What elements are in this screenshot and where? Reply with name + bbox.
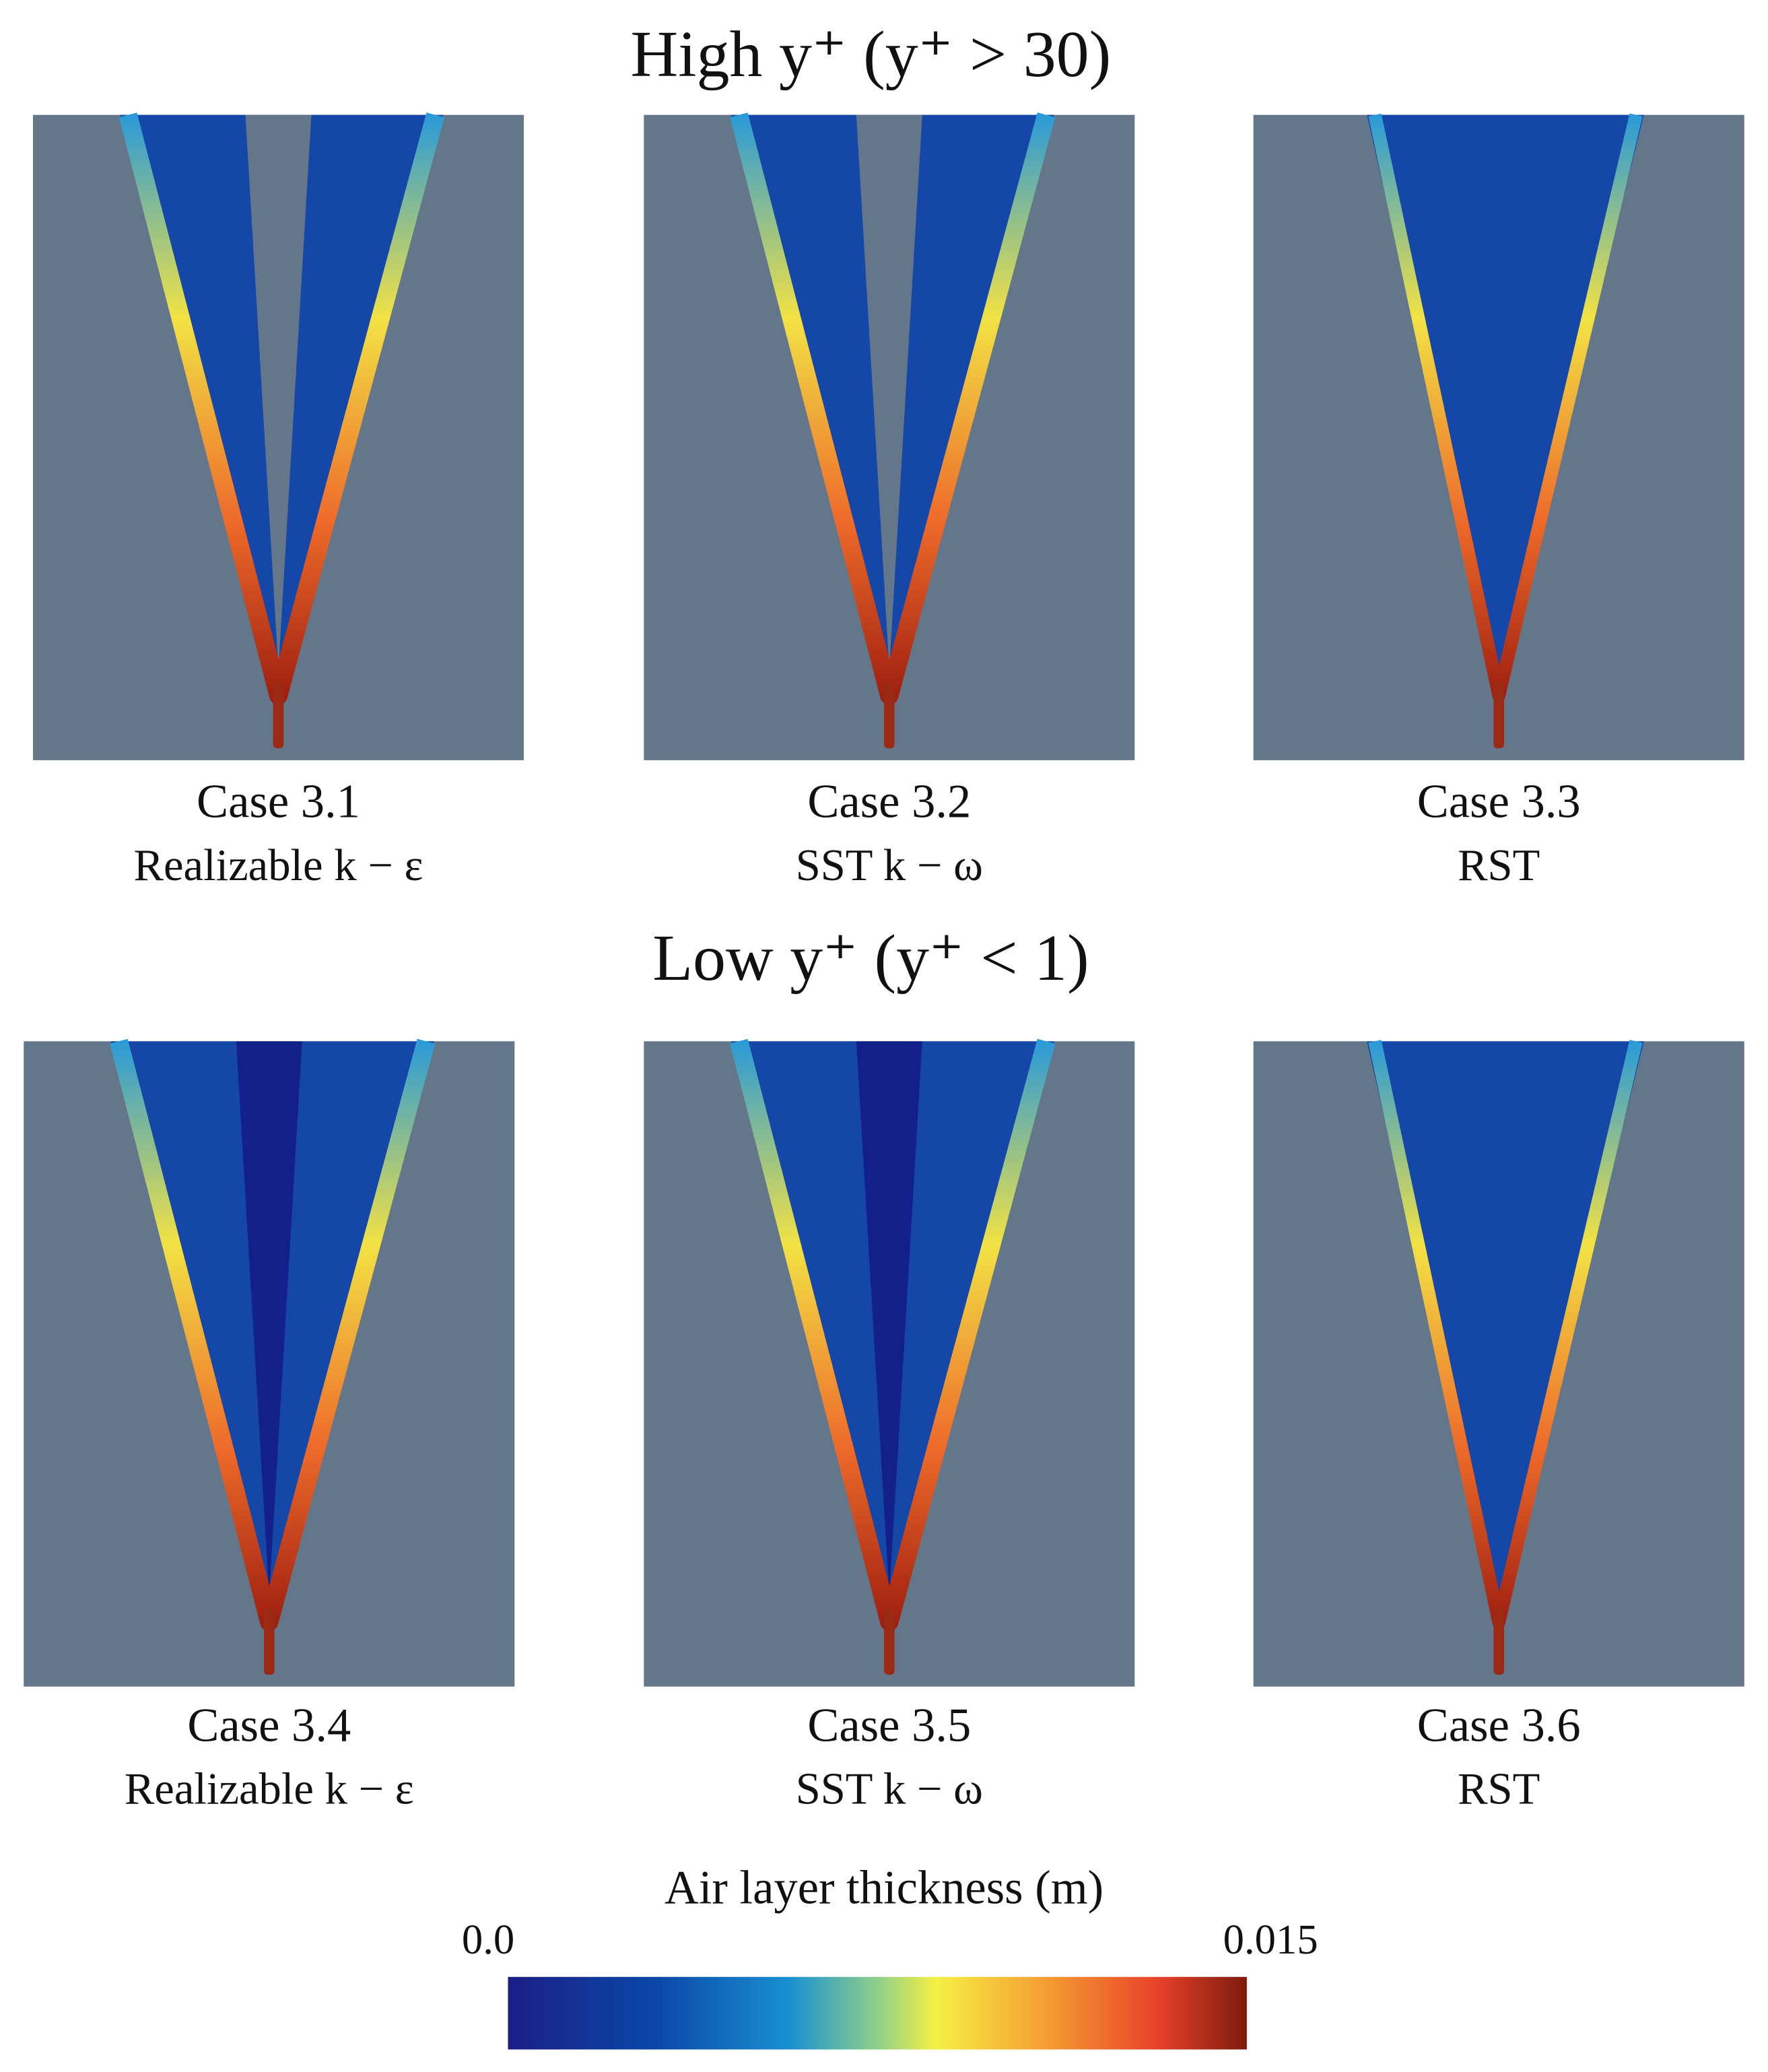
model-label: SST k − ω	[796, 1765, 983, 1814]
model-label: Realizable k − ε	[134, 841, 423, 890]
air-layer-core	[856, 1041, 922, 1596]
air-layer-core	[236, 1041, 302, 1596]
air-layer-tail	[884, 1609, 895, 1675]
air-layer-tail	[884, 682, 895, 749]
colorbar-tick-label: 0.015	[1223, 1916, 1318, 1963]
air-layer-core	[245, 114, 312, 669]
case-label: Case 3.3	[1417, 776, 1581, 828]
air-layer-tail	[263, 1609, 275, 1675]
colorbar	[508, 1976, 1247, 2050]
air-layer-tail	[1493, 1609, 1505, 1675]
section-title: High y⁺ (y⁺ > 30)	[631, 18, 1112, 91]
air-layer-tail	[1493, 682, 1505, 749]
case-label: Case 3.6	[1417, 1699, 1581, 1751]
model-label: SST k − ω	[796, 841, 983, 890]
colorbar-title: Air layer thickness (m)	[665, 1862, 1103, 1914]
model-label: RST	[1458, 1765, 1540, 1814]
section-title: Low y⁺ (y⁺ < 1)	[652, 922, 1089, 995]
air-layer-core	[856, 114, 922, 669]
model-label: RST	[1458, 841, 1540, 890]
air-layer	[1367, 1041, 1644, 1622]
case-label: Case 3.1	[197, 776, 360, 828]
model-label: Realizable k − ε	[125, 1765, 414, 1814]
colorbar-tick-label: 0.0	[462, 1916, 514, 1963]
air-layer-tail	[273, 682, 284, 749]
case-label: Case 3.4	[187, 1699, 351, 1751]
air-layer	[1367, 114, 1644, 696]
case-label: Case 3.5	[807, 1699, 971, 1751]
case-label: Case 3.2	[807, 776, 971, 828]
